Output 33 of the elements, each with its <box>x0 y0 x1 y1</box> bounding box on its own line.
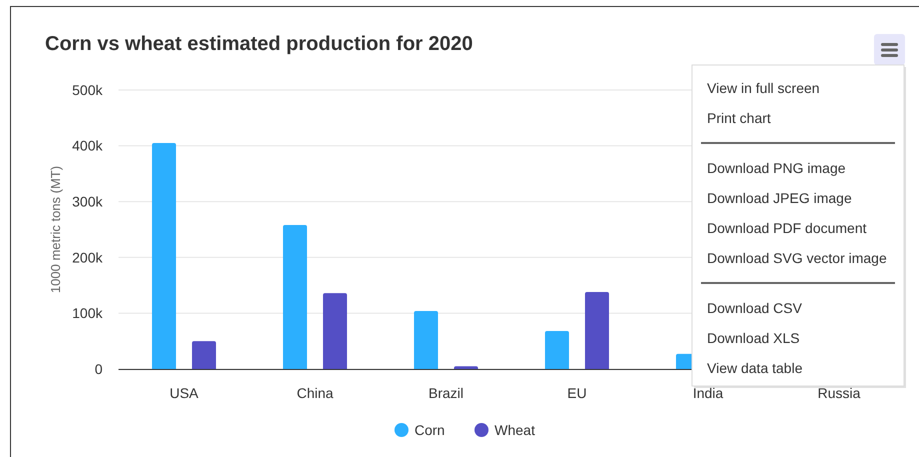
annotation: View data table <box>707 360 803 376</box>
bar <box>545 331 569 369</box>
x-tick-label: China <box>296 384 334 401</box>
annotation: Download SVG vector image <box>707 250 887 266</box>
annotation: Download XLS <box>707 330 800 346</box>
y-tick-label: 300k <box>72 194 104 210</box>
x-tick-label: EU <box>567 384 587 401</box>
legend-label: Wheat <box>494 422 536 438</box>
annotation: Download PNG image <box>707 160 846 176</box>
y-tick-label: 500k <box>72 82 104 98</box>
bar <box>414 310 438 369</box>
y-tick-label: 100k <box>72 305 104 322</box>
y-tick-label: 200k <box>72 249 104 266</box>
x-tick-label: USA <box>170 384 200 401</box>
bar <box>323 293 347 369</box>
bar <box>585 292 609 369</box>
bar <box>283 225 307 369</box>
y-tick-label: 400k <box>72 138 104 154</box>
annotation: Download CSV <box>707 300 803 316</box>
chart-title: Corn vs wheat estimated production for 2020 <box>45 33 473 55</box>
legend-label: Corn <box>414 422 445 438</box>
bar <box>152 143 176 369</box>
y-axis-title: 1000 metric tons (MT) <box>48 166 63 294</box>
x-tick-label: India <box>692 384 724 401</box>
bar <box>454 366 478 369</box>
annotation: Print chart <box>707 110 771 126</box>
annotation: Download JPEG image <box>707 190 852 206</box>
bar <box>192 341 216 369</box>
x-tick-label: Russia <box>818 384 861 401</box>
annotation: View in full screen <box>707 80 820 96</box>
annotation: Download PDF document <box>707 220 867 236</box>
x-tick-label: Brazil <box>428 384 464 401</box>
y-tick-label: 0 <box>94 360 103 377</box>
